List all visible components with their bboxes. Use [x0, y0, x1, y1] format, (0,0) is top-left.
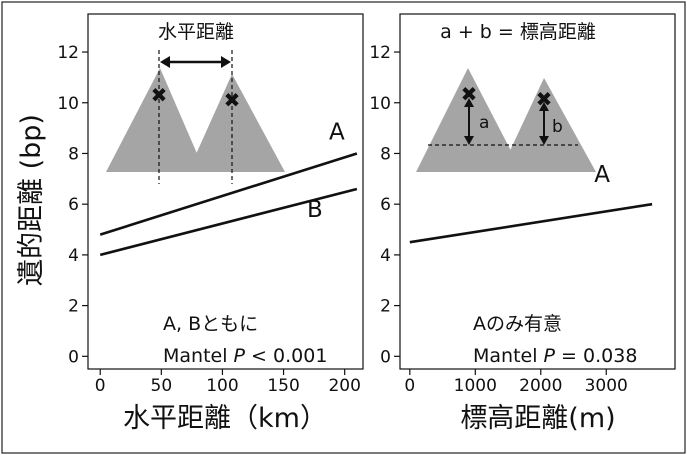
right-panel: 0 2 4 6 8 10 12 0 1000 2000 3000 ✖ ✖ a b a + b = …: [369, 13, 676, 434]
left-annotation-prefix: Mantel: [163, 345, 234, 367]
left-annotation-line-2: Mantel P < 0.001: [163, 345, 327, 367]
left-series-line-b: [99, 187, 358, 257]
right-inset-arrow-b-head-top: [539, 102, 549, 111]
right-y-tick-label: 10: [369, 94, 391, 114]
left-x-axis-label: 水平距離（km）: [123, 403, 327, 434]
right-inset-arrow-a-head-bottom: [464, 136, 474, 145]
right-y-tick-label: 2: [380, 297, 391, 317]
right-inset-mountain-2: [500, 78, 596, 172]
left-inset-mountain-1: [106, 68, 205, 172]
left-series-group: AB: [99, 119, 358, 257]
right-series-group: A: [409, 162, 653, 244]
right-x-tick-label: 2000: [519, 376, 562, 396]
left-inset-arrowhead-right: [221, 56, 231, 68]
right-x-axis-label: 標高距離(m): [460, 403, 615, 434]
left-inset-diagram: ✖ ✖ 水平距離: [106, 21, 285, 184]
left-plot-frame: [87, 13, 364, 370]
left-x-tick-label: 50: [151, 376, 173, 396]
left-inset-mark-2: ✖: [224, 88, 241, 112]
right-inset-mark-1: ✖: [461, 82, 478, 106]
right-y-tick-label: 12: [369, 43, 391, 63]
left-y-tick-label: 0: [68, 347, 79, 367]
left-annotation-line-1: A, Bともに: [163, 313, 258, 335]
right-inset-a-label: a: [479, 113, 489, 133]
left-x-ticks: 0 50 100 150 200: [95, 369, 361, 396]
left-inset-label: 水平距離: [158, 21, 234, 43]
left-inset-arrowhead-left: [160, 56, 170, 68]
right-y-ticks: 0 2 4 6 8 10 12: [369, 43, 400, 367]
right-plot-frame: [399, 13, 676, 370]
right-series-line-a: [409, 202, 653, 244]
right-annotation-line-2: Mantel P = 0.038: [473, 345, 637, 367]
left-series-label-b: B: [307, 197, 323, 223]
left-y-ticks: 0 2 4 6 8 10 12: [57, 43, 88, 367]
right-y-tick-label: 6: [380, 195, 391, 215]
left-series-label-a: A: [329, 119, 345, 145]
left-y-tick-label: 10: [57, 94, 79, 114]
right-annotation-prefix: Mantel: [473, 345, 544, 367]
y-axis-label: 遺的距離 (bp): [16, 114, 47, 286]
right-inset-diagram: ✖ ✖ a b a + b = 標高距離: [416, 21, 596, 172]
right-annotation-p: P: [544, 345, 556, 367]
left-inset-mountain-2: [188, 74, 285, 172]
left-inset-mark-1: ✖: [151, 83, 168, 107]
left-x-tick-label: 100: [206, 376, 238, 396]
right-y-tick-label: 4: [380, 246, 391, 266]
right-x-tick-label: 0: [404, 376, 415, 396]
right-y-tick-label: 0: [380, 347, 391, 367]
right-x-tick-label: 3000: [585, 376, 628, 396]
right-inset-b-label: b: [552, 117, 563, 137]
right-inset-mark-2: ✖: [536, 87, 553, 111]
right-inset-label: a + b = 標高距離: [440, 21, 596, 43]
right-y-tick-label: 8: [380, 144, 391, 164]
left-y-tick-label: 8: [68, 144, 79, 164]
left-series-line-a: [99, 152, 358, 236]
left-annotation-p: P: [234, 345, 246, 367]
left-x-tick-label: 200: [328, 376, 360, 396]
right-series-label-a: A: [594, 162, 610, 188]
left-y-tick-label: 4: [68, 246, 79, 266]
left-x-tick-label: 150: [267, 376, 299, 396]
right-x-ticks: 0 1000 2000 3000: [404, 369, 628, 396]
right-inset-arrow-b-head-bottom: [539, 136, 549, 145]
right-annotation-value: = 0.038: [555, 345, 637, 367]
left-y-tick-label: 6: [68, 195, 79, 215]
right-annotation-line-1: Aのみ有意: [473, 313, 562, 335]
left-y-tick-label: 12: [57, 43, 79, 63]
left-y-tick-label: 2: [68, 297, 79, 317]
left-x-tick-label: 0: [95, 376, 106, 396]
right-x-tick-label: 1000: [454, 376, 497, 396]
left-annotation-value: < 0.001: [245, 345, 327, 367]
right-inset-arrow-a-head-top: [464, 98, 474, 107]
